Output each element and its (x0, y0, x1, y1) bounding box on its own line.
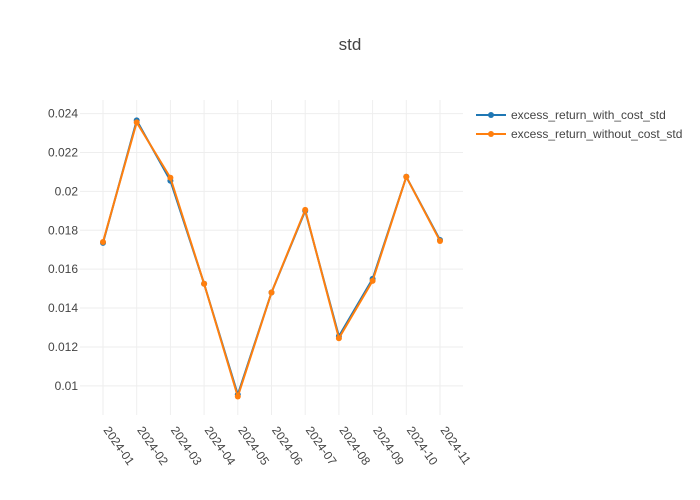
x-tick-label: 2024-02 (134, 424, 171, 468)
gridlines (80, 100, 463, 415)
x-tick-label: 2024-08 (336, 424, 373, 468)
data-point[interactable] (403, 173, 410, 180)
x-tick-label: 2024-09 (370, 424, 407, 468)
y-tick-label: 0.014 (48, 301, 78, 315)
data-point[interactable] (302, 206, 309, 213)
y-tick-label: 0.02 (55, 184, 79, 198)
y-tick-label: 0.01 (55, 379, 79, 393)
x-tick-label: 2024-05 (235, 424, 272, 468)
data-point[interactable] (234, 393, 241, 400)
x-tick-label: 2024-03 (168, 424, 205, 468)
chart-title: std (339, 35, 362, 54)
y-axis-ticks: 0.01 0.012 0.014 0.016 0.018 0.02 0.022 0.024 (48, 107, 78, 393)
data-point[interactable] (268, 289, 275, 296)
x-tick-label: 2024-11 (438, 424, 474, 468)
y-tick-label: 0.022 (48, 146, 78, 160)
x-tick-label: 2024-04 (202, 424, 239, 468)
data-point[interactable] (167, 174, 174, 181)
series-2[interactable] (100, 119, 443, 400)
y-tick-label: 0.024 (48, 107, 78, 121)
data-point[interactable] (133, 119, 140, 126)
legend-swatch-marker (488, 112, 494, 118)
data-point[interactable] (100, 238, 106, 245)
x-tick-label: 2024-07 (303, 424, 340, 468)
legend-label: excess_return_without_cost_std (511, 127, 682, 141)
legend[interactable]: excess_return_with_cost_std excess_return… (476, 108, 682, 141)
legend-label: excess_return_with_cost_std (511, 108, 666, 122)
series-layer (100, 117, 443, 400)
data-point[interactable] (437, 237, 443, 244)
legend-item[interactable]: excess_return_with_cost_std (476, 108, 666, 122)
y-tick-label: 0.018 (48, 223, 78, 237)
legend-swatch-marker (488, 131, 494, 137)
x-tick-label: 2024-01 (101, 424, 138, 468)
data-point[interactable] (201, 280, 208, 287)
y-tick-label: 0.012 (48, 340, 78, 354)
x-tick-label: 2024-06 (269, 424, 306, 468)
x-axis-ticks: 2024-012024-022024-032024-042024-052024-… (101, 424, 474, 468)
legend-item[interactable]: excess_return_without_cost_std (476, 127, 682, 141)
data-point[interactable] (335, 335, 342, 342)
data-point[interactable] (369, 277, 376, 284)
x-tick-label: 2024-10 (404, 424, 441, 468)
y-tick-label: 0.016 (48, 262, 78, 276)
